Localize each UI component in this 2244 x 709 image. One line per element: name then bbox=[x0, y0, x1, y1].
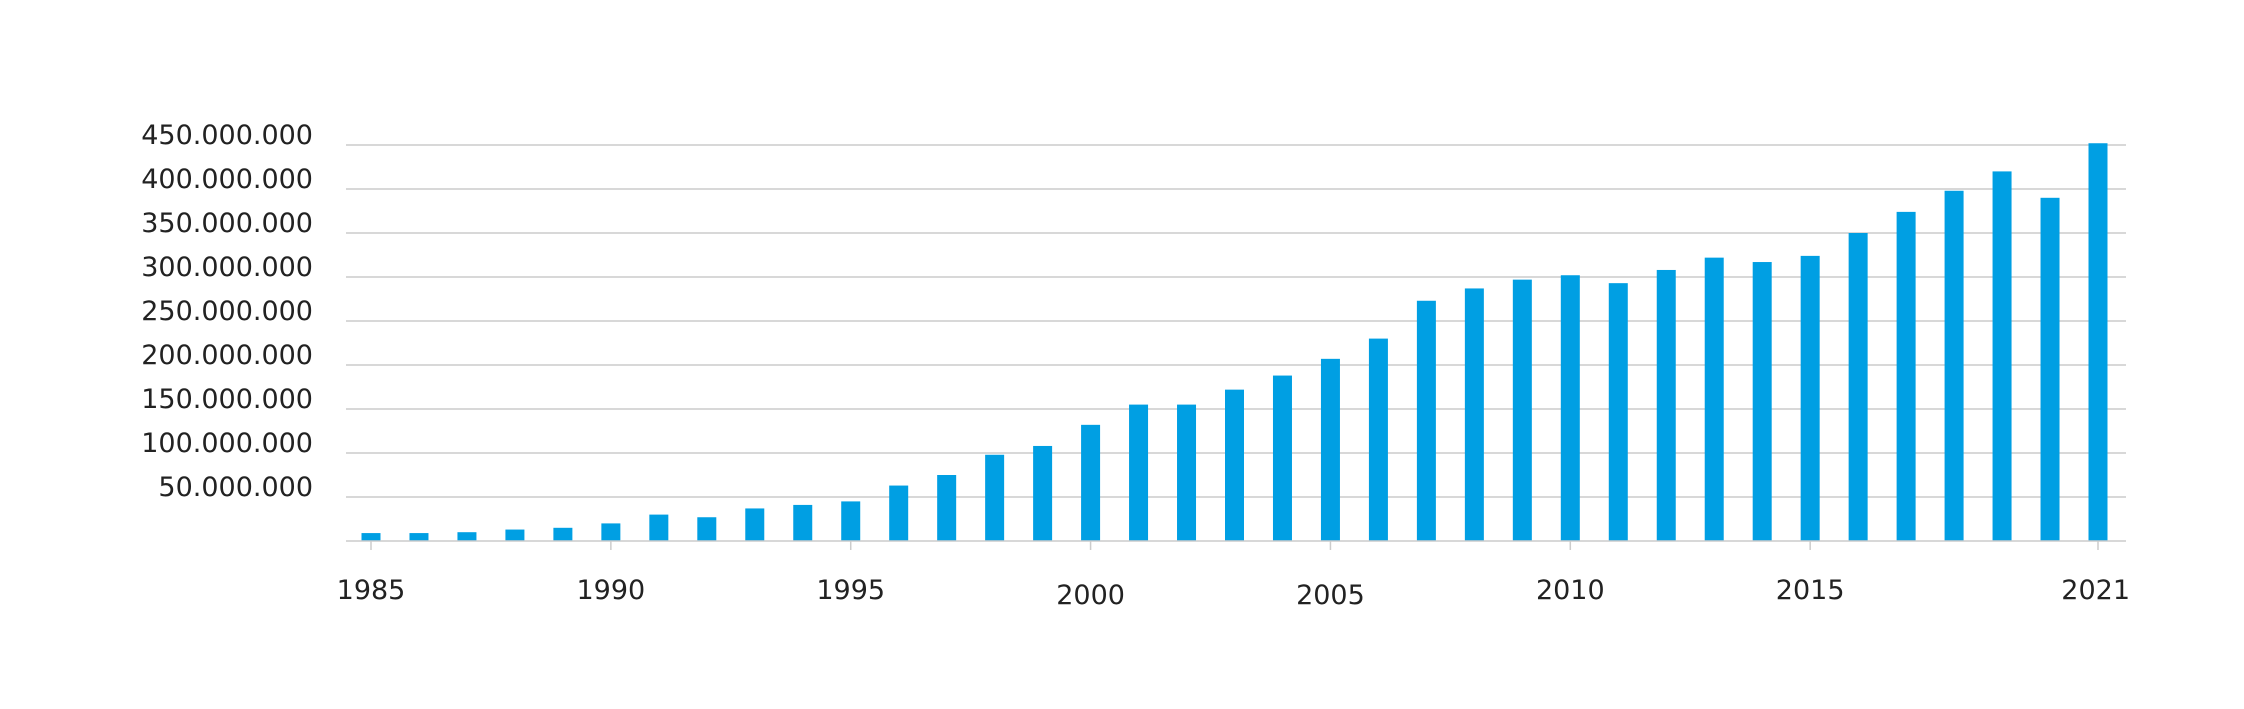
y-tick-label: 450.000.000 bbox=[141, 120, 313, 151]
bar-1997 bbox=[937, 475, 957, 541]
bar-2008 bbox=[1464, 288, 1484, 541]
bar-2011 bbox=[1608, 283, 1628, 541]
bar-2014 bbox=[1752, 262, 1772, 541]
bar-1990 bbox=[601, 523, 621, 541]
bar-1986 bbox=[409, 533, 429, 541]
bar-2004 bbox=[1272, 375, 1292, 541]
bar-2000 bbox=[1081, 424, 1101, 541]
bar-2018 bbox=[1944, 190, 1964, 541]
bar-2002 bbox=[1177, 404, 1197, 541]
y-tick-label: 200.000.000 bbox=[141, 340, 313, 371]
bars bbox=[361, 143, 2108, 542]
y-tick-label: 400.000.000 bbox=[141, 164, 313, 195]
bar-2012 bbox=[1656, 269, 1676, 541]
y-tick-label: 50.000.000 bbox=[158, 472, 313, 503]
bar-2015 bbox=[1800, 255, 1820, 541]
bar-2021 bbox=[2088, 143, 2108, 542]
x-axis-tick-labels: 1985 1990 1995 2000 2005 2010 2015 2021 bbox=[337, 541, 2130, 611]
bar-2013 bbox=[1704, 257, 1724, 541]
gridlines bbox=[346, 144, 2126, 498]
bar-2005 bbox=[1320, 358, 1340, 541]
bar-2019 bbox=[1992, 171, 2012, 541]
bar-1996 bbox=[889, 485, 909, 541]
bar-1989 bbox=[553, 527, 573, 541]
y-tick-label: 300.000.000 bbox=[141, 252, 313, 283]
x-tick-label: 1990 bbox=[577, 575, 646, 606]
bar-1987 bbox=[457, 532, 477, 541]
bar-1994 bbox=[793, 504, 813, 541]
bar-2016 bbox=[1848, 233, 1868, 541]
x-tick-label: 2010 bbox=[1536, 575, 1605, 606]
y-tick-label: 100.000.000 bbox=[141, 428, 313, 459]
bar-2006 bbox=[1368, 338, 1388, 541]
bar-2010 bbox=[1560, 275, 1580, 541]
bar-2017 bbox=[1896, 211, 1916, 541]
x-tick-label: 1995 bbox=[816, 575, 885, 606]
bar-2020 bbox=[2040, 197, 2060, 542]
x-tick-label: 2015 bbox=[1776, 575, 1845, 606]
y-axis-tick-labels: 50.000.000 100.000.000 150.000.000 200.000.… bbox=[141, 120, 313, 503]
bar-1995 bbox=[841, 501, 861, 541]
bar-2001 bbox=[1129, 404, 1149, 541]
x-tick-label: 2005 bbox=[1296, 580, 1365, 611]
bar-1998 bbox=[985, 454, 1005, 541]
bar-1985 bbox=[361, 533, 381, 541]
bar-2007 bbox=[1416, 300, 1436, 541]
bar-2009 bbox=[1512, 279, 1532, 541]
bar-1993 bbox=[745, 508, 765, 541]
bar-1988 bbox=[505, 529, 525, 541]
bar-1999 bbox=[1033, 445, 1053, 541]
y-tick-label: 350.000.000 bbox=[141, 208, 313, 239]
bar-2003 bbox=[1225, 389, 1244, 541]
x-tick-label: 2000 bbox=[1056, 580, 1125, 611]
bar-1991 bbox=[649, 514, 669, 541]
x-tick-label: 1985 bbox=[337, 575, 406, 606]
y-tick-label: 250.000.000 bbox=[141, 296, 313, 327]
y-tick-label: 150.000.000 bbox=[141, 384, 313, 415]
x-tick-label: 2021 bbox=[2061, 575, 2130, 606]
bar-1992 bbox=[697, 517, 717, 541]
